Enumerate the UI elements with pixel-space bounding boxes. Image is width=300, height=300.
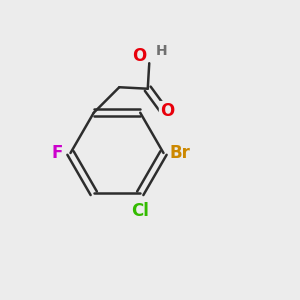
Text: Br: Br <box>169 144 190 162</box>
Text: Cl: Cl <box>131 202 149 220</box>
Text: O: O <box>160 102 174 120</box>
Text: O: O <box>132 47 146 65</box>
Text: F: F <box>51 144 63 162</box>
Text: H: H <box>155 44 167 58</box>
